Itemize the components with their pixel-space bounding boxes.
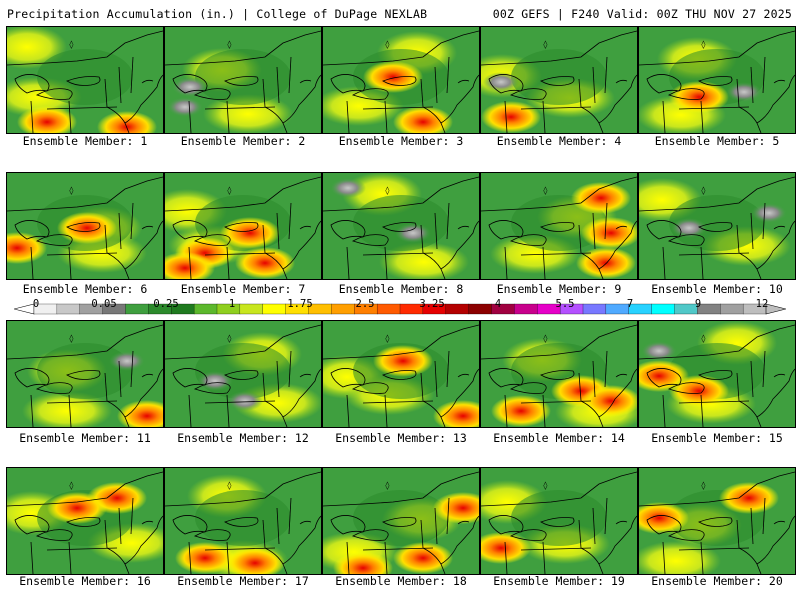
colorbar-tick-label: 12 [755, 298, 769, 310]
ensemble-member-label: Ensemble Member: 1 [22, 134, 148, 148]
svg-text:◊: ◊ [69, 334, 74, 343]
ensemble-map-20: ◊ [638, 467, 796, 575]
svg-text:◊: ◊ [385, 186, 390, 195]
figure-title: Precipitation Accumulation (in.) | Colle… [7, 7, 428, 21]
colorbar-tick-label: 0.05 [91, 298, 117, 310]
colorbar-tick-label: 3.25 [419, 298, 445, 310]
colorbar-tick-label: 2.5 [355, 298, 375, 310]
ensemble-member-label: Ensemble Member: 15 [651, 431, 783, 445]
svg-text:◊: ◊ [227, 186, 232, 195]
ensemble-member-label: Ensemble Member: 19 [493, 574, 625, 588]
svg-text:◊: ◊ [543, 334, 548, 343]
ensemble-member-label: Ensemble Member: 6 [22, 282, 148, 296]
ensemble-map-18: ◊ [322, 467, 480, 575]
ensemble-member-label: Ensemble Member: 7 [180, 282, 306, 296]
ensemble-member-label: Ensemble Member: 18 [335, 574, 467, 588]
ensemble-map-15: ◊ [638, 320, 796, 428]
colorbar-swatch [125, 303, 149, 315]
ensemble-map-10: ◊ [638, 172, 796, 280]
colorbar-tick-label: 0.25 [153, 298, 179, 310]
svg-text:◊: ◊ [69, 40, 74, 49]
svg-text:◊: ◊ [701, 334, 706, 343]
ensemble-map-7: ◊ [164, 172, 322, 280]
colorbar-swatch [514, 303, 538, 315]
colorbar-swatch [239, 303, 264, 315]
colorbar-tick-label: 1.75 [287, 298, 313, 310]
colorbar-tick-label: 7 [626, 298, 634, 310]
ensemble-map-12: ◊ [164, 320, 322, 428]
colorbar-swatch [468, 303, 492, 315]
colorbar-swatch [651, 303, 675, 315]
ensemble-member-label: Ensemble Member: 8 [338, 282, 464, 296]
ensemble-map-14: ◊ [480, 320, 638, 428]
colorbar-tick-label: 1 [228, 298, 236, 310]
svg-text:◊: ◊ [701, 186, 706, 195]
colorbar-swatch [376, 303, 401, 315]
svg-text:◊: ◊ [385, 334, 390, 343]
colorbar-max-arrow [765, 303, 786, 315]
colorbar-tick-label: 5.5 [555, 298, 575, 310]
model-run-info: 00Z GEFS | F240 Valid: 00Z THU NOV 27 20… [492, 7, 792, 21]
ensemble-map-11: ◊ [6, 320, 164, 428]
svg-text:◊: ◊ [385, 481, 390, 490]
precipitation-colorbar [14, 303, 786, 315]
ensemble-member-label: Ensemble Member: 9 [496, 282, 622, 296]
ensemble-map-8: ◊ [322, 172, 480, 280]
ensemble-member-label: Ensemble Member: 14 [493, 431, 625, 445]
colorbar-swatch [445, 303, 470, 315]
ensemble-map-19: ◊ [480, 467, 638, 575]
ensemble-member-label: Ensemble Member: 11 [19, 431, 151, 445]
ensemble-map-16: ◊ [6, 467, 164, 575]
ensemble-member-label: Ensemble Member: 2 [180, 134, 306, 148]
ensemble-member-label: Ensemble Member: 20 [651, 574, 783, 588]
ensemble-member-label: Ensemble Member: 17 [177, 574, 309, 588]
ensemble-member-label: Ensemble Member: 16 [19, 574, 151, 588]
svg-text:◊: ◊ [227, 40, 232, 49]
ensemble-member-label: Ensemble Member: 13 [335, 431, 467, 445]
colorbar-tick-label: 0 [32, 298, 40, 310]
ensemble-map-17: ◊ [164, 467, 322, 575]
ensemble-member-label: Ensemble Member: 10 [651, 282, 783, 296]
svg-text:◊: ◊ [701, 481, 706, 490]
svg-text:◊: ◊ [543, 186, 548, 195]
ensemble-member-label: Ensemble Member: 5 [654, 134, 780, 148]
ensemble-map-5: ◊ [638, 26, 796, 134]
svg-text:◊: ◊ [69, 481, 74, 490]
ensemble-map-4: ◊ [480, 26, 638, 134]
ensemble-member-label: Ensemble Member: 4 [496, 134, 622, 148]
svg-text:◊: ◊ [227, 334, 232, 343]
svg-text:◊: ◊ [69, 186, 74, 195]
ensemble-member-label: Ensemble Member: 12 [177, 431, 309, 445]
colorbar-swatch [56, 303, 81, 315]
colorbar-swatch [605, 303, 630, 315]
colorbar-swatch [262, 303, 287, 315]
colorbar-tick-label: 9 [694, 298, 702, 310]
colorbar-min-arrow [14, 303, 35, 315]
ensemble-map-3: ◊ [322, 26, 480, 134]
colorbar-swatch [720, 303, 744, 315]
svg-text:◊: ◊ [701, 40, 706, 49]
svg-text:◊: ◊ [543, 481, 548, 490]
colorbar-swatch [331, 303, 355, 315]
svg-text:◊: ◊ [543, 40, 548, 49]
svg-text:◊: ◊ [385, 40, 390, 49]
colorbar-swatch [193, 303, 218, 315]
ensemble-map-9: ◊ [480, 172, 638, 280]
ensemble-map-2: ◊ [164, 26, 322, 134]
ensemble-map-6: ◊ [6, 172, 164, 280]
svg-text:◊: ◊ [227, 481, 232, 490]
colorbar-tick-label: 4 [494, 298, 502, 310]
ensemble-member-label: Ensemble Member: 3 [338, 134, 464, 148]
colorbar-swatch [582, 303, 607, 315]
ensemble-map-13: ◊ [322, 320, 480, 428]
ensemble-map-1: ◊ [6, 26, 164, 134]
